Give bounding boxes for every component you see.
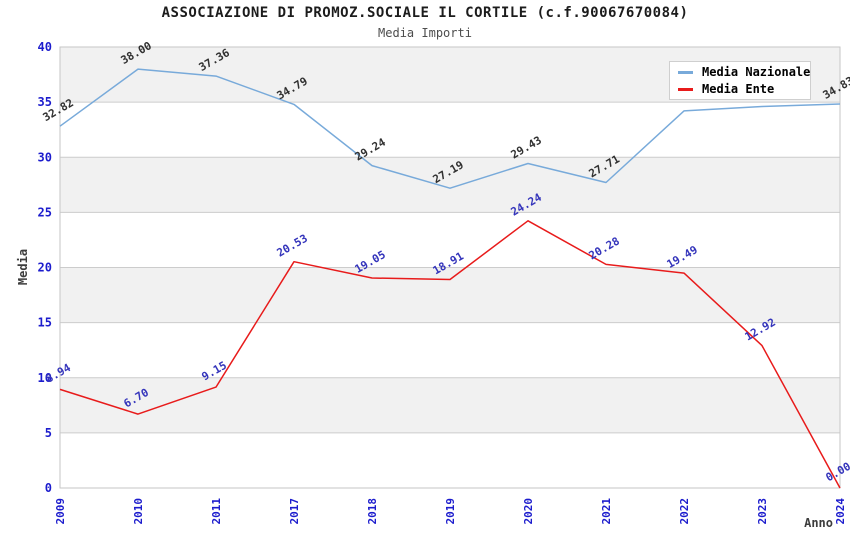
chart-title: ASSOCIAZIONE DI PROMOZ.SOCIALE IL CORTIL… [161,5,689,21]
x-tick-label: 2009 [54,498,67,525]
legend-item-media-nazionale: Media Nazionale [678,65,810,79]
x-tick-label: 2011 [210,498,223,525]
y-tick-label: 0 [45,481,52,495]
legend-label: Media Nazionale [702,65,811,79]
x-tick-label: 2022 [678,498,691,525]
y-tick-label: 10 [38,371,52,385]
x-axis-title: Anno [804,516,833,530]
y-tick-label: 35 [38,95,52,109]
plot-band [60,267,840,323]
plot-band [60,377,840,433]
plot-band [60,212,840,268]
x-tick-label: 2017 [288,498,301,525]
y-tick-label: 15 [38,316,52,330]
series-line-media-ente [59,220,841,489]
media-ente-line-swatch-icon [678,87,693,91]
plot-frame [59,46,841,489]
x-tick-label: 2018 [366,498,379,525]
x-tick-label: 2019 [444,498,457,525]
series-line-media-nazionale [59,68,841,189]
y-tick-label: 40 [38,40,52,54]
plot-band [60,102,840,158]
x-tick-label: 2020 [522,498,535,525]
plot-band [60,432,840,488]
plot-band [60,322,840,378]
plot-band [60,157,840,213]
legend-label: Media Ente [702,82,775,96]
legend-item-media-ente: Media Ente [678,82,810,96]
media-nazionale-line-swatch-icon [678,70,693,74]
chart-subtitle: Media Importi [378,26,472,40]
y-tick-label: 30 [38,150,52,164]
legend: Media Nazionale Media Ente [669,61,811,100]
x-tick-label: 2010 [132,498,145,525]
x-tick-label: 2024 [834,498,847,525]
x-tick-label: 2023 [756,498,769,525]
y-axis-title: Media [16,249,30,285]
y-tick-label: 20 [38,261,52,275]
y-tick-label: 25 [38,205,52,219]
x-tick-label: 2021 [600,498,613,525]
y-tick-label: 5 [45,426,52,440]
